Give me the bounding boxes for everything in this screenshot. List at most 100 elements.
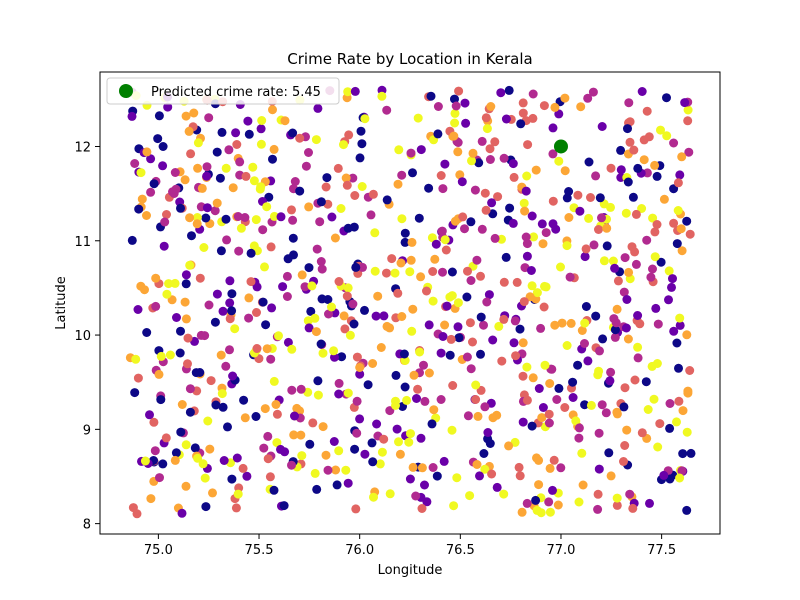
data-point xyxy=(289,430,299,440)
data-point xyxy=(416,433,426,443)
data-point xyxy=(348,173,358,183)
data-point xyxy=(612,493,622,503)
data-point xyxy=(669,138,679,148)
data-point xyxy=(568,377,578,387)
data-point xyxy=(522,239,532,249)
data-point xyxy=(158,459,168,469)
data-point xyxy=(408,304,418,314)
data-point xyxy=(436,395,446,404)
data-point xyxy=(287,460,296,470)
data-point xyxy=(271,400,281,409)
data-point xyxy=(337,352,347,362)
data-point xyxy=(431,239,441,249)
data-point xyxy=(623,334,633,344)
data-point xyxy=(355,369,365,379)
data-point xyxy=(514,462,524,472)
data-point xyxy=(612,304,622,314)
data-point xyxy=(483,428,493,437)
data-point xyxy=(580,339,589,348)
data-point xyxy=(251,215,261,225)
data-point xyxy=(650,227,660,237)
x-tick-label: 76.5 xyxy=(446,543,475,558)
data-point xyxy=(560,403,570,412)
data-point xyxy=(290,177,300,186)
data-point xyxy=(406,255,416,265)
data-point xyxy=(673,178,683,188)
data-point xyxy=(548,196,558,206)
data-point xyxy=(170,168,180,177)
data-point xyxy=(488,209,498,219)
data-point xyxy=(416,272,426,282)
data-point xyxy=(447,425,457,435)
data-point xyxy=(133,305,143,314)
data-point xyxy=(260,262,269,272)
data-point xyxy=(205,444,215,454)
data-point xyxy=(580,400,590,410)
data-point xyxy=(269,376,279,386)
data-point xyxy=(341,465,351,475)
data-point xyxy=(653,319,663,329)
data-point xyxy=(393,288,403,298)
data-point xyxy=(465,318,475,328)
data-point xyxy=(548,123,558,133)
data-point xyxy=(357,182,367,191)
data-point xyxy=(372,419,382,429)
data-point xyxy=(377,91,387,101)
data-point xyxy=(142,328,152,337)
data-point xyxy=(659,194,669,204)
data-point xyxy=(659,470,669,480)
data-point xyxy=(683,105,693,115)
data-point xyxy=(341,173,351,183)
data-point xyxy=(146,494,156,504)
data-point xyxy=(508,159,518,169)
data-point xyxy=(438,332,448,341)
data-point xyxy=(622,425,632,435)
data-point xyxy=(390,268,400,278)
data-point xyxy=(316,197,326,207)
data-point xyxy=(463,266,472,276)
data-point xyxy=(537,413,547,423)
data-point xyxy=(480,402,490,412)
data-point xyxy=(134,204,144,214)
data-point xyxy=(195,368,205,377)
data-point xyxy=(340,324,350,334)
data-point xyxy=(450,108,460,118)
data-point xyxy=(594,464,604,474)
data-point xyxy=(269,144,279,154)
data-point xyxy=(466,217,476,227)
data-point xyxy=(616,145,626,155)
data-point xyxy=(601,408,611,418)
data-point xyxy=(631,209,641,219)
data-point xyxy=(162,210,171,219)
data-point xyxy=(580,318,590,328)
data-point xyxy=(239,395,249,405)
data-point xyxy=(449,501,459,511)
data-point xyxy=(149,179,159,189)
data-point xyxy=(339,140,348,150)
data-point xyxy=(251,412,261,421)
data-point xyxy=(307,281,317,291)
data-point xyxy=(682,216,692,226)
data-point xyxy=(355,153,365,163)
data-point xyxy=(499,489,509,499)
data-point xyxy=(252,308,261,317)
data-point xyxy=(589,240,599,250)
data-point xyxy=(480,464,490,474)
data-point xyxy=(150,446,160,456)
data-point xyxy=(606,471,616,481)
y-tick-label: 9 xyxy=(83,423,91,438)
data-point xyxy=(468,337,477,347)
data-point xyxy=(287,344,297,354)
data-point xyxy=(371,311,381,321)
data-point xyxy=(633,163,643,173)
data-point xyxy=(424,320,434,330)
data-point xyxy=(647,361,657,371)
data-point xyxy=(650,252,660,262)
data-point xyxy=(665,399,675,408)
data-point xyxy=(499,314,509,324)
data-point xyxy=(411,491,421,501)
data-point xyxy=(433,102,443,111)
data-point xyxy=(274,331,283,341)
data-point xyxy=(610,332,620,342)
data-point xyxy=(433,129,443,139)
